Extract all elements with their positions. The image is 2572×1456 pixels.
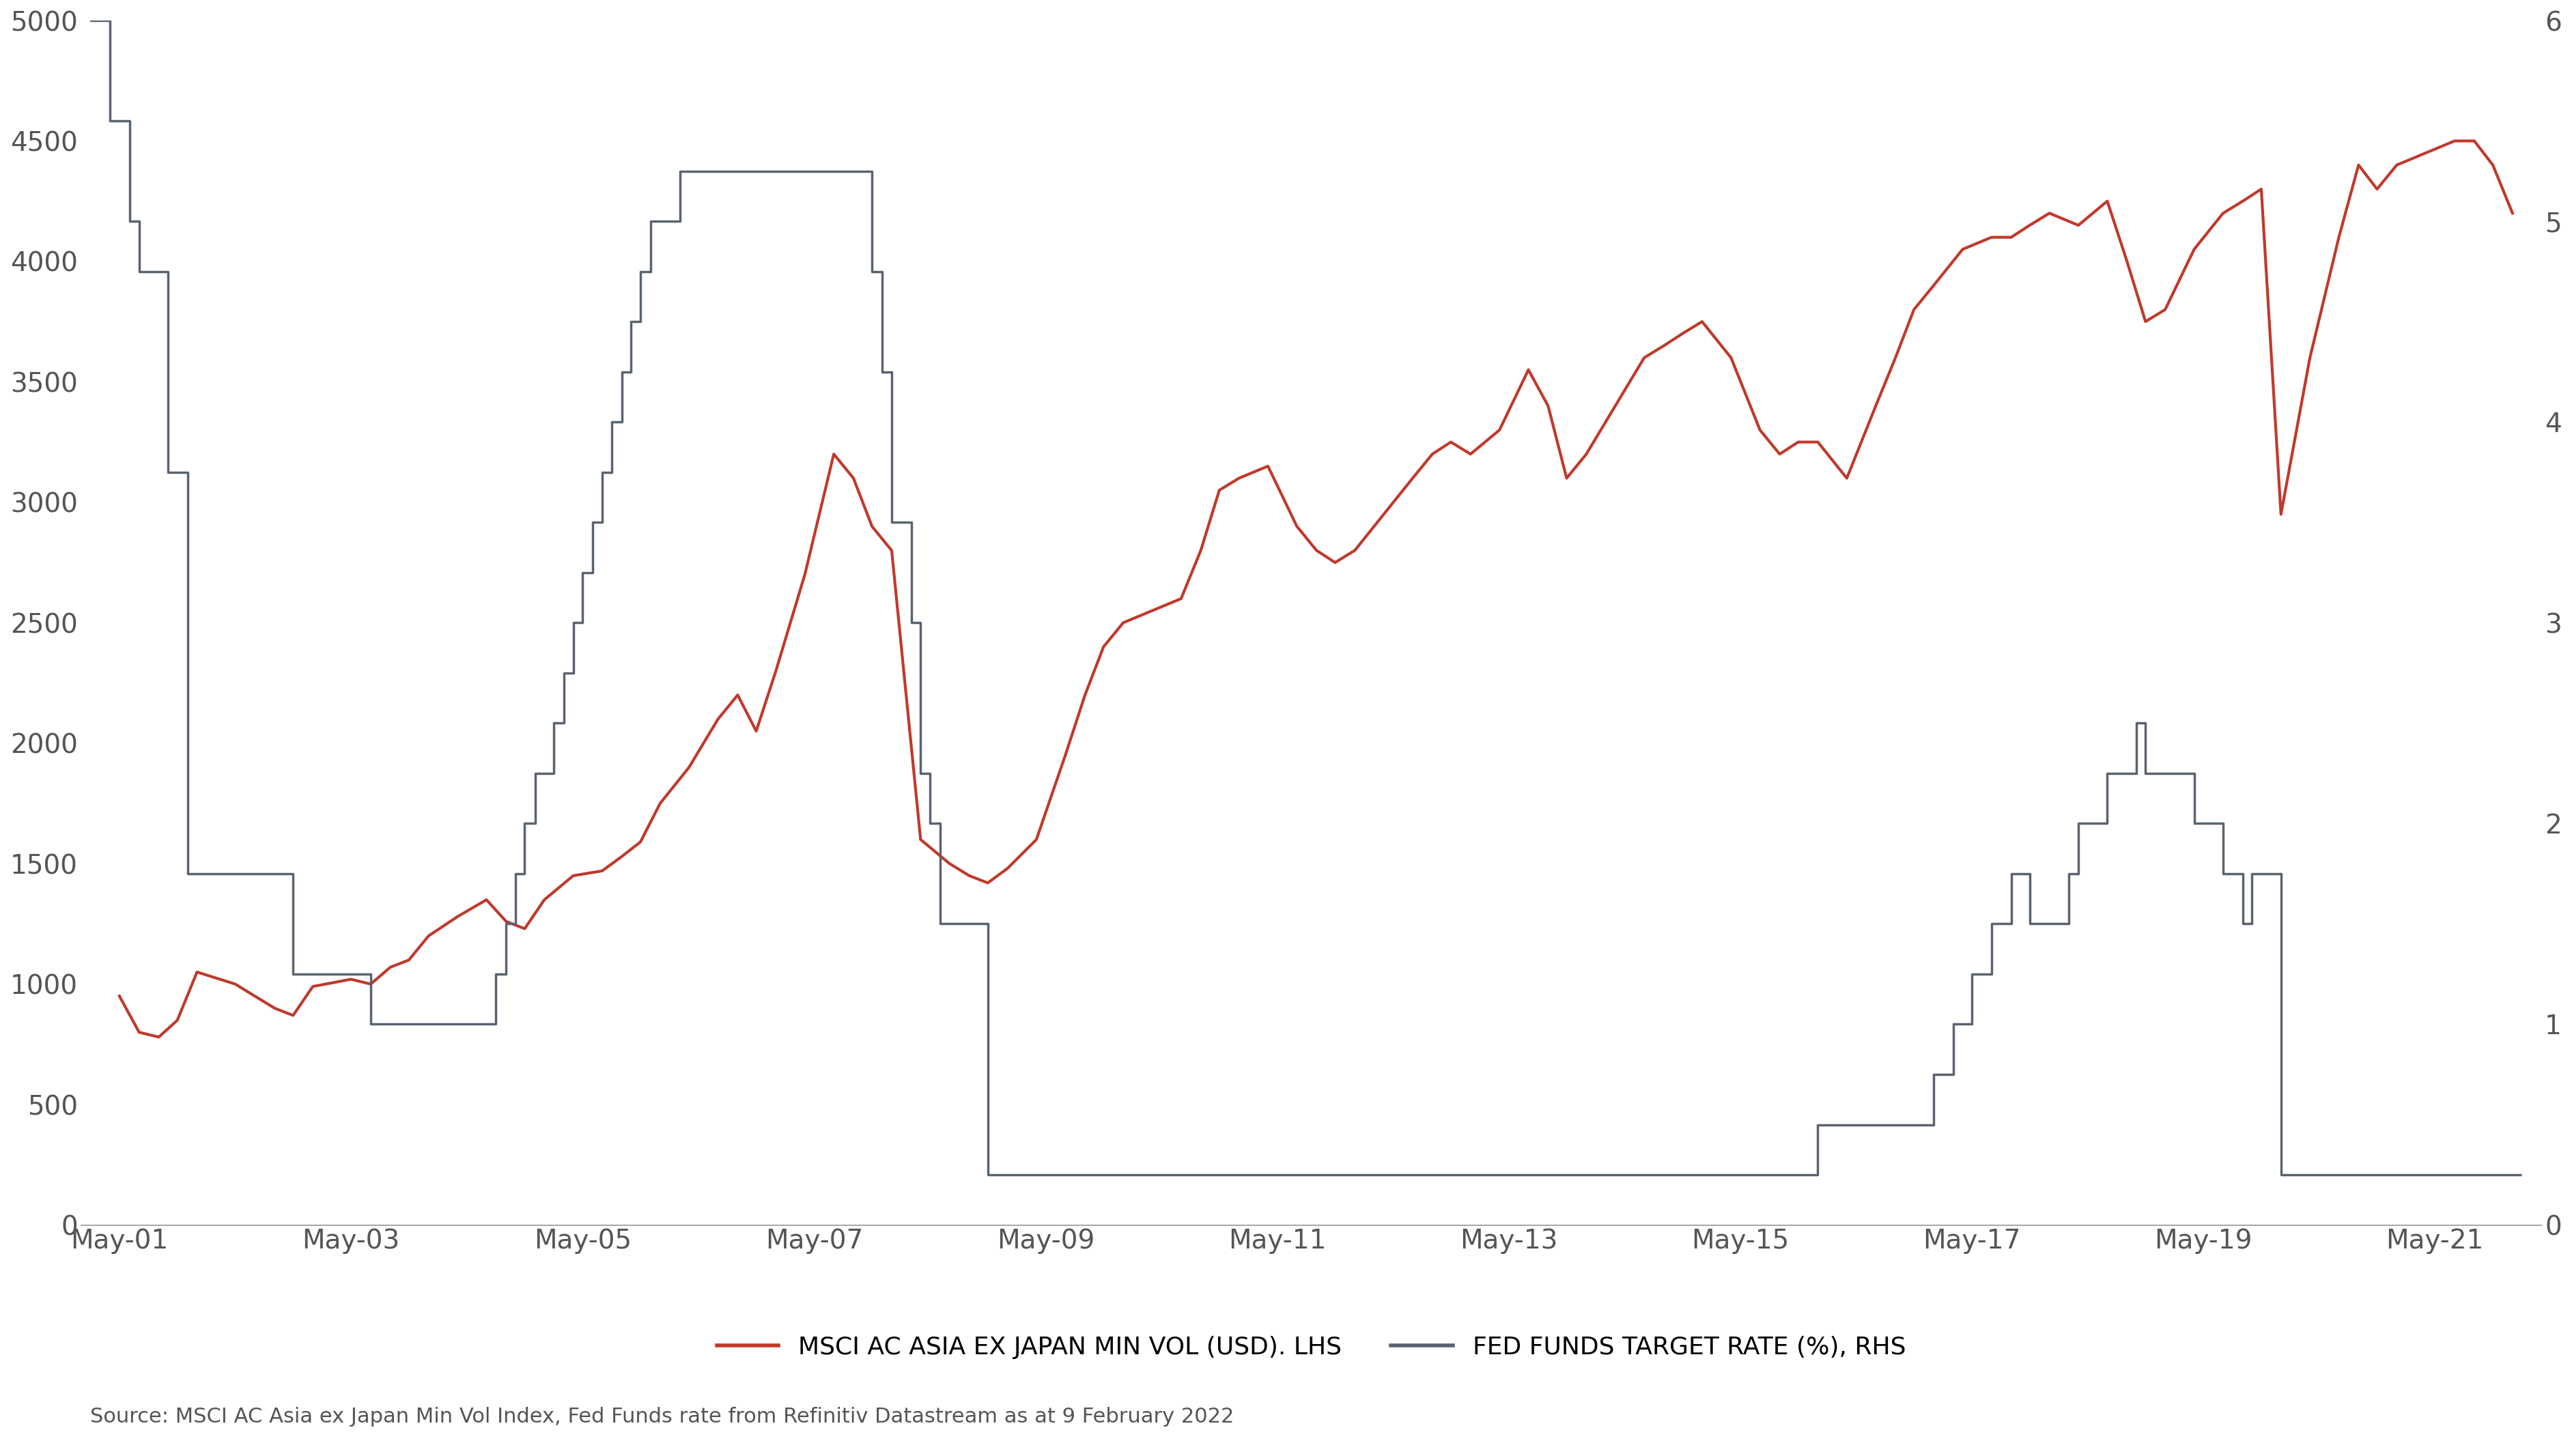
Legend: MSCI AC ASIA EX JAPAN MIN VOL (USD). LHS, FED FUNDS TARGET RATE (%), RHS: MSCI AC ASIA EX JAPAN MIN VOL (USD). LHS…: [707, 1326, 1916, 1369]
Text: Source: MSCI AC Asia ex Japan Min Vol Index, Fed Funds rate from Refinitiv Datas: Source: MSCI AC Asia ex Japan Min Vol In…: [90, 1406, 1235, 1427]
